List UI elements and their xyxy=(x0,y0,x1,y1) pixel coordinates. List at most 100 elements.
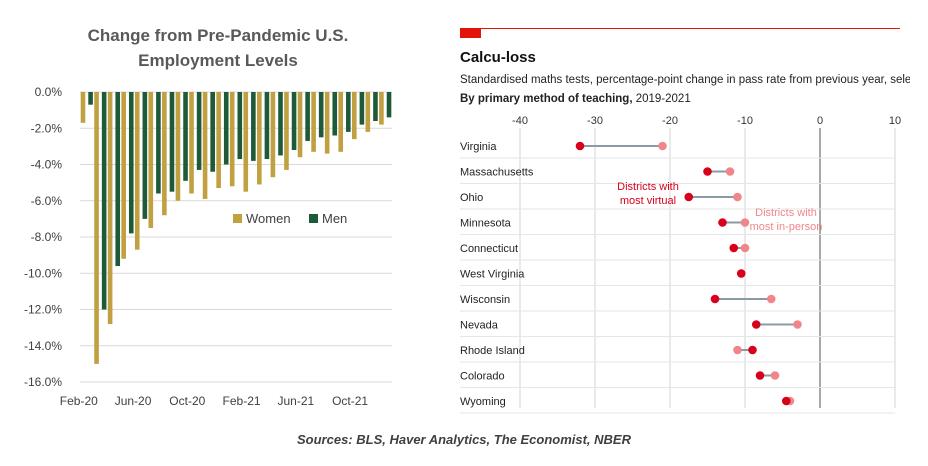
bar-women-nov-20 xyxy=(202,92,208,199)
y-tick-label: -16.0% xyxy=(24,375,62,389)
dot-virtual-west-virginia xyxy=(736,269,746,278)
state-label-west-virginia: West Virginia xyxy=(460,269,525,281)
bar-men-mar-21 xyxy=(264,92,270,160)
dot-inperson-wisconsin xyxy=(766,294,776,304)
economist-top-rule xyxy=(460,28,900,29)
bar-men-oct-20 xyxy=(196,92,202,170)
state-label-wyoming: Wyoming xyxy=(460,396,506,408)
annotation-virtual-line-2: most virtual xyxy=(620,195,676,207)
dot-virtual-connecticut xyxy=(729,243,739,253)
chart-subtitle-2: By primary method of teaching, 2019-2021 xyxy=(460,93,691,105)
chart-title-line-1: Change from Pre-Pandemic U.S. xyxy=(88,26,349,45)
bar-men-feb-21 xyxy=(251,92,256,161)
bar-men-may-20 xyxy=(128,92,134,234)
x-tick-label: -40 xyxy=(512,115,528,127)
bar-women-dec-20 xyxy=(216,92,221,189)
state-label-massachusetts: Massachusetts xyxy=(460,167,534,179)
dot-inperson-massachusetts xyxy=(725,167,735,176)
state-label-minnesota: Minnesota xyxy=(460,218,512,230)
y-tick-label: -14.0% xyxy=(24,339,62,353)
dot-virtual-rhode-island xyxy=(748,345,757,355)
bar-women-jan-21 xyxy=(229,92,235,187)
state-label-ohio: Ohio xyxy=(460,192,483,204)
sources-caption: Sources: BLS, Haver Analytics, The Econo… xyxy=(297,432,631,447)
bar-women-mar-20 xyxy=(94,92,99,364)
bar-men-jun-20 xyxy=(142,92,148,219)
state-label-rhode-island: Rhode Island xyxy=(460,345,525,357)
dot-virtual-wisconsin xyxy=(710,294,720,304)
state-label-virginia: Virginia xyxy=(460,141,497,153)
bar-men-aug-21 xyxy=(332,92,338,136)
dot-inperson-connecticut xyxy=(740,243,750,253)
dot-inperson-virginia xyxy=(658,141,667,151)
dot-inperson-minnesota xyxy=(740,218,750,227)
bar-women-feb-20 xyxy=(80,92,86,123)
subtitle-bold-part: By primary method of teaching, xyxy=(460,93,633,105)
bar-women-jul-21 xyxy=(311,92,316,152)
bar-men-jul-20 xyxy=(156,92,161,194)
bar-women-oct-20 xyxy=(189,92,194,194)
y-tick-label: -8.0% xyxy=(31,230,63,244)
legend-label-women: Women xyxy=(246,211,291,226)
dot-virtual-wyoming xyxy=(781,396,791,406)
legend-swatch-women xyxy=(233,214,242,223)
subtitle-rest-part: 2019-2021 xyxy=(633,93,691,105)
x-tick-label: -10 xyxy=(737,115,753,127)
bar-women-may-20 xyxy=(121,92,126,259)
bar-men-nov-20 xyxy=(210,92,215,172)
x-tick-label: Feb-20 xyxy=(60,394,98,408)
y-tick-label: -10.0% xyxy=(24,266,62,280)
bar-men-sep-21 xyxy=(346,92,351,132)
dot-virtual-massachusetts xyxy=(703,167,712,176)
x-tick-label: Jun-20 xyxy=(115,394,152,408)
x-tick-label: Jun-21 xyxy=(277,394,314,408)
bar-men-sep-20 xyxy=(183,92,188,181)
annotation-inperson-line-1: Districts with xyxy=(755,207,817,219)
state-label-nevada: Nevada xyxy=(460,320,499,332)
bar-men-jun-21 xyxy=(305,92,310,141)
x-tick-label: -20 xyxy=(662,115,678,127)
state-label-colorado: Colorado xyxy=(460,371,505,383)
bar-women-dec-21 xyxy=(379,92,384,125)
economist-red-tag xyxy=(460,28,481,38)
chart-title-line-2: Employment Levels xyxy=(138,51,298,70)
bar-women-may-21 xyxy=(284,92,289,170)
x-tick-label: Oct-20 xyxy=(169,394,205,408)
employment-chart: Change from Pre-Pandemic U.S. Employment… xyxy=(24,26,392,408)
state-label-connecticut: Connecticut xyxy=(460,243,518,255)
bar-women-aug-21 xyxy=(324,92,330,154)
y-tick-label: -2.0% xyxy=(31,121,63,135)
legend-label-men: Men xyxy=(322,211,347,226)
bar-women-oct-21 xyxy=(351,92,357,140)
bar-men-apr-21 xyxy=(278,92,283,156)
bar-women-sep-21 xyxy=(338,92,344,152)
bar-men-oct-21 xyxy=(359,92,365,125)
dot-virtual-nevada xyxy=(751,320,761,329)
dot-inperson-colorado xyxy=(770,371,780,380)
bar-women-aug-20 xyxy=(162,92,167,216)
annotation-inperson-line-2: most in-person xyxy=(750,221,823,233)
x-tick-label: Oct-21 xyxy=(332,394,368,408)
x-tick-label: -30 xyxy=(587,115,603,127)
x-tick-label: Feb-21 xyxy=(223,394,261,408)
bar-women-jul-20 xyxy=(148,92,154,228)
dot-inperson-nevada xyxy=(793,320,802,329)
bar-women-jun-21 xyxy=(297,92,303,158)
x-tick-label: 10 xyxy=(889,115,901,127)
calcu-loss-chart: Calcu-loss Standardised maths tests, per… xyxy=(460,28,910,414)
bar-men-feb-20 xyxy=(88,92,93,105)
y-tick-label: 0.0% xyxy=(35,85,63,99)
y-tick-label: -12.0% xyxy=(24,303,62,317)
state-label-wisconsin: Wisconsin xyxy=(460,294,510,306)
annotation-virtual-line-1: Districts with xyxy=(617,181,679,193)
legend-swatch-men xyxy=(309,214,318,223)
dot-virtual-virginia xyxy=(575,141,585,151)
bar-men-nov-21 xyxy=(373,92,378,121)
bar-women-jun-20 xyxy=(134,92,140,250)
y-tick-label: -6.0% xyxy=(31,194,63,208)
bar-women-sep-20 xyxy=(175,92,181,201)
dot-virtual-colorado xyxy=(755,371,765,380)
bar-men-jul-21 xyxy=(318,92,324,138)
y-tick-label: -4.0% xyxy=(31,158,63,172)
chart-legend: Women Men xyxy=(233,211,347,226)
